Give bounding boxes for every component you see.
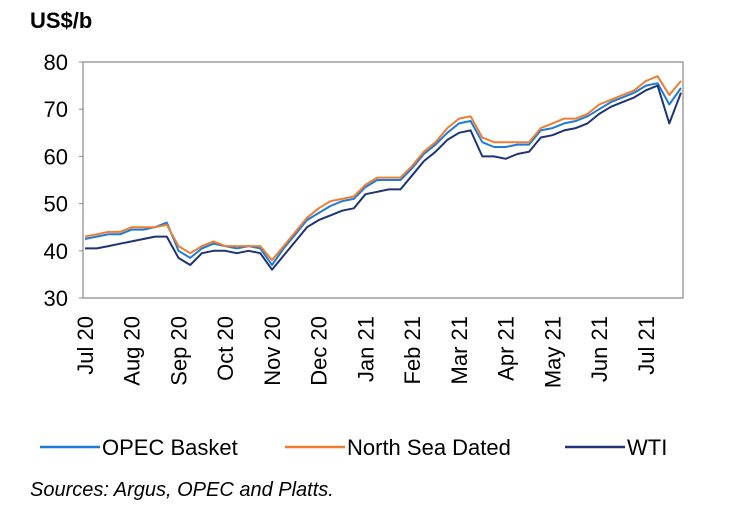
x-tick-label: Jul 20 <box>73 316 98 375</box>
legend-label: WTI <box>627 435 667 460</box>
plot-area <box>82 61 684 299</box>
series-line <box>84 82 682 266</box>
x-tick-label: Nov 20 <box>260 316 285 386</box>
y-tick-label: 40 <box>44 239 68 264</box>
y-tick-label: 50 <box>44 192 68 217</box>
y-tick-label: 80 <box>44 50 68 75</box>
x-tick-label: Dec 20 <box>307 316 332 386</box>
legend-label: North Sea Dated <box>347 435 511 460</box>
x-tick-label: Jan 21 <box>353 316 378 382</box>
series-line <box>84 75 682 262</box>
x-tick-label: Sep 20 <box>166 316 191 386</box>
x-tick-label: Jul 21 <box>634 316 659 375</box>
x-tick-label: Feb 21 <box>400 316 425 385</box>
y-tick-label: 70 <box>44 97 68 122</box>
x-tick-label: Jun 21 <box>587 316 612 382</box>
legend-label: OPEC Basket <box>102 435 238 460</box>
y-tick-label: 60 <box>44 144 68 169</box>
x-tick-label: Aug 20 <box>120 316 145 386</box>
y-tick-label: 30 <box>44 286 68 311</box>
y-axis-label: US$/b <box>30 8 92 33</box>
source-note: Sources: Argus, OPEC and Platts. <box>30 479 334 501</box>
x-tick-label: Mar 21 <box>447 316 472 384</box>
series-line <box>85 84 682 271</box>
x-tick-label: May 21 <box>540 316 565 388</box>
x-tick-label: Apr 21 <box>494 316 519 381</box>
x-tick-label: Oct 20 <box>213 316 238 381</box>
